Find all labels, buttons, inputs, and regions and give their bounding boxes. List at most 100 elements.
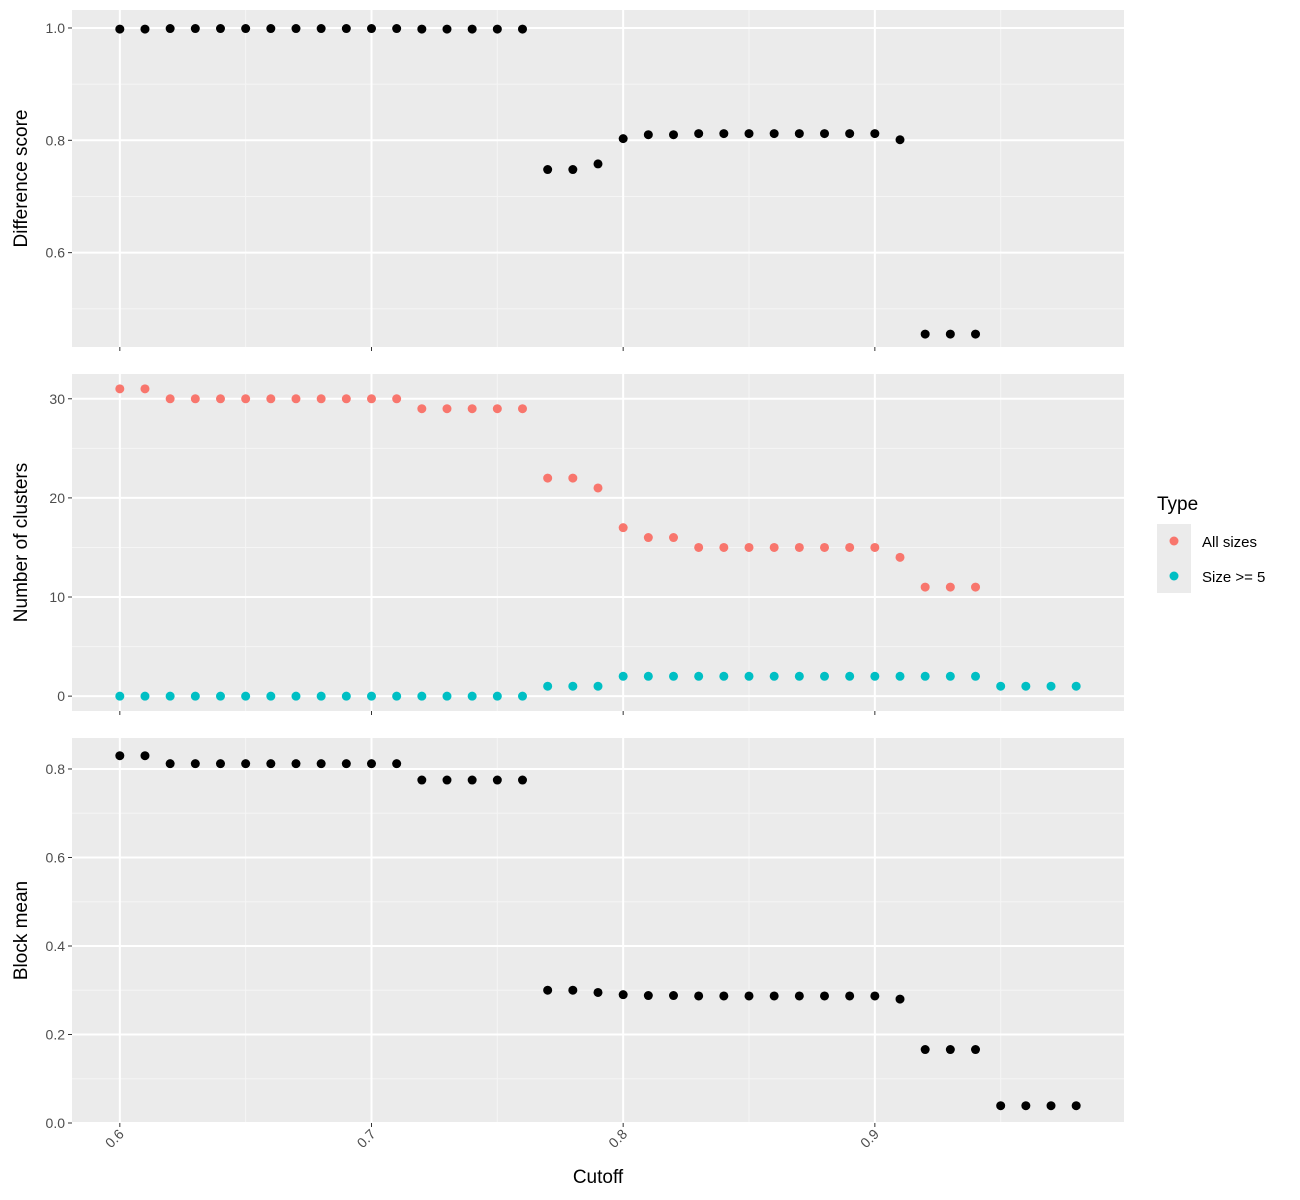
data-point — [971, 671, 981, 681]
data-point — [492, 691, 502, 701]
data-point — [1071, 681, 1081, 691]
data-point — [1046, 681, 1056, 691]
data-point — [517, 691, 527, 701]
data-point — [190, 24, 200, 34]
y-tick-label: 1.0 — [46, 20, 66, 36]
data-point — [442, 404, 452, 414]
panel-middle: 0 10 20 30 Number of clusters — [11, 374, 1124, 715]
data-point — [215, 691, 225, 701]
data-point — [165, 24, 175, 34]
panel-background — [72, 10, 1124, 347]
data-point — [241, 394, 251, 404]
data-point — [1021, 1101, 1031, 1111]
data-point — [794, 129, 804, 139]
data-point — [266, 691, 276, 701]
data-point — [719, 129, 729, 139]
data-point — [1071, 1101, 1081, 1111]
data-point — [140, 24, 150, 34]
data-point — [971, 582, 981, 592]
data-point — [392, 24, 402, 34]
y-tick-label: 20 — [49, 490, 65, 506]
data-point — [467, 691, 477, 701]
data-point — [291, 24, 301, 34]
data-point — [920, 582, 930, 592]
data-point — [769, 991, 779, 1001]
y-tick-label: 0.8 — [46, 132, 66, 148]
data-point — [1046, 1101, 1056, 1111]
x-tick-label: 0.7 — [354, 1126, 379, 1151]
data-point — [417, 775, 427, 785]
data-point — [669, 130, 679, 140]
data-point — [517, 775, 527, 785]
data-point — [920, 329, 930, 339]
data-point — [593, 159, 603, 169]
legend-key-all-sizes — [1169, 536, 1179, 546]
data-point — [694, 671, 704, 681]
data-point — [643, 991, 653, 1001]
data-point — [316, 759, 326, 769]
data-point — [467, 404, 477, 414]
data-point — [618, 134, 628, 144]
data-point — [920, 671, 930, 681]
data-point — [115, 384, 125, 394]
data-point — [543, 985, 553, 995]
data-point — [669, 991, 679, 1001]
data-point — [845, 129, 855, 139]
data-point — [643, 671, 653, 681]
data-point — [392, 759, 402, 769]
data-point — [643, 130, 653, 140]
data-point — [568, 985, 578, 995]
data-point — [366, 24, 376, 34]
y-axis-title: Difference score — [11, 110, 32, 248]
data-point — [115, 751, 125, 761]
data-point — [719, 991, 729, 1001]
data-point — [165, 691, 175, 701]
data-point — [492, 775, 502, 785]
data-point — [694, 991, 704, 1001]
data-point — [845, 991, 855, 1001]
data-point — [266, 759, 276, 769]
data-point — [543, 165, 553, 175]
data-point — [820, 671, 830, 681]
data-point — [140, 384, 150, 394]
legend-key-background — [1157, 524, 1191, 593]
data-point — [291, 394, 301, 404]
data-point — [618, 523, 628, 533]
data-point — [140, 751, 150, 761]
y-tick-label: 0.8 — [46, 761, 66, 777]
data-point — [870, 991, 880, 1001]
data-point — [744, 671, 754, 681]
data-point — [241, 759, 251, 769]
data-point — [241, 691, 251, 701]
data-point — [517, 24, 527, 34]
data-point — [366, 691, 376, 701]
y-tick-label: 30 — [49, 391, 65, 407]
data-point — [820, 129, 830, 139]
data-point — [291, 759, 301, 769]
y-tick-label: 0.6 — [46, 849, 66, 865]
data-point — [115, 24, 125, 34]
data-point — [417, 404, 427, 414]
data-point — [669, 533, 679, 543]
x-tick-label: 0.9 — [857, 1126, 882, 1151]
data-point — [845, 542, 855, 552]
data-point — [845, 671, 855, 681]
y-tick-label: 0.0 — [46, 1115, 66, 1131]
data-point — [945, 329, 955, 339]
data-point — [870, 129, 880, 139]
data-point — [794, 671, 804, 681]
data-point — [593, 681, 603, 691]
data-point — [316, 24, 326, 34]
x-tick-label: 0.6 — [102, 1126, 127, 1151]
data-point — [920, 1045, 930, 1055]
panel-background — [72, 738, 1124, 1123]
data-point — [140, 691, 150, 701]
panel-top: 0.6 0.8 1.0 Difference score — [11, 10, 1124, 351]
data-point — [895, 671, 905, 681]
data-point — [366, 394, 376, 404]
data-point — [543, 681, 553, 691]
data-point — [190, 759, 200, 769]
data-point — [769, 129, 779, 139]
legend-key-size-ge-5 — [1169, 571, 1179, 581]
